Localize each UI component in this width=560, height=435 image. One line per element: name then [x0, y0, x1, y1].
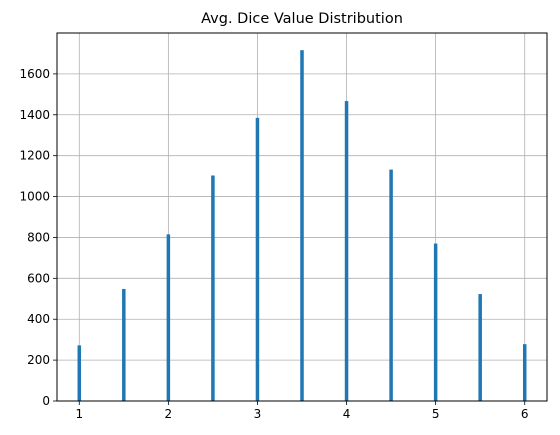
x-tick-label: 6 [521, 407, 529, 421]
bar [433, 243, 438, 401]
bar [77, 345, 82, 401]
x-tick-label: 3 [254, 407, 262, 421]
y-tick-label: 200 [27, 353, 50, 367]
bars [77, 50, 527, 401]
y-tick-label: 1600 [19, 67, 50, 81]
x-tick-label: 1 [75, 407, 83, 421]
bar [211, 175, 215, 401]
x-tick-label: 5 [432, 407, 440, 421]
chart-title: Avg. Dice Value Distribution [201, 11, 403, 27]
y-tick-label: 1200 [19, 149, 50, 163]
bar [344, 101, 349, 401]
bar [478, 294, 482, 401]
x-tick-label: 2 [165, 407, 173, 421]
y-tick-label: 0 [42, 394, 50, 408]
bar [255, 117, 260, 401]
plot-frame [56, 32, 548, 402]
bar [389, 169, 393, 401]
x-tick-label: 4 [343, 407, 351, 421]
y-tick-label: 800 [27, 230, 50, 244]
bar [300, 50, 304, 401]
x-axis-ticks: 1 2 3 4 5 6 [75, 401, 529, 421]
y-tick-label: 1000 [19, 190, 50, 204]
bar [522, 344, 527, 401]
y-tick-label: 600 [27, 271, 50, 285]
bar [166, 234, 171, 401]
bar [122, 288, 126, 401]
y-tick-label: 1400 [19, 108, 50, 122]
y-axis-ticks: 0 200 400 600 800 1000 1200 1400 1600 [19, 67, 57, 408]
y-tick-label: 400 [27, 312, 50, 326]
